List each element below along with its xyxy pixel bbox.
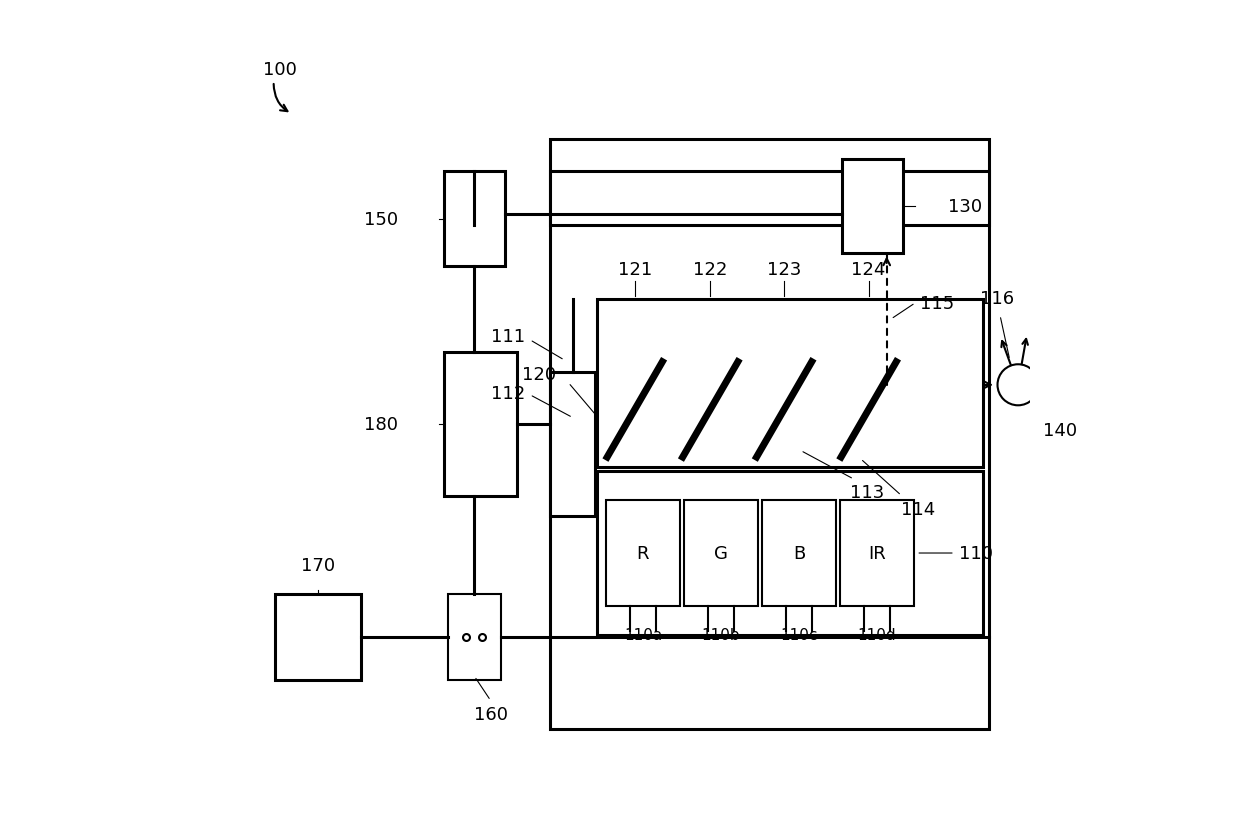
Text: 110c: 110c bbox=[780, 627, 817, 642]
Bar bbox=[444, 172, 505, 267]
Text: 130: 130 bbox=[949, 198, 982, 216]
Bar bbox=[596, 299, 983, 467]
Text: 114: 114 bbox=[901, 500, 936, 518]
Text: 113: 113 bbox=[849, 484, 884, 502]
Bar bbox=[444, 353, 517, 496]
Text: G: G bbox=[714, 544, 728, 562]
Text: 170: 170 bbox=[301, 556, 336, 574]
Text: 160: 160 bbox=[474, 705, 507, 723]
Text: 150: 150 bbox=[365, 210, 398, 229]
Circle shape bbox=[997, 365, 1039, 406]
Bar bbox=[551, 373, 595, 517]
Text: 123: 123 bbox=[768, 261, 801, 279]
Text: 110d: 110d bbox=[858, 627, 897, 642]
Text: R: R bbox=[636, 544, 650, 562]
Text: 116: 116 bbox=[981, 290, 1014, 307]
Text: B: B bbox=[792, 544, 805, 562]
Text: 100: 100 bbox=[263, 60, 296, 79]
Text: 140: 140 bbox=[1043, 421, 1076, 440]
Bar bbox=[448, 595, 501, 681]
Bar bbox=[606, 500, 680, 607]
Text: 110a: 110a bbox=[624, 627, 662, 642]
Text: 180: 180 bbox=[365, 416, 398, 433]
Text: 110: 110 bbox=[959, 544, 993, 562]
Bar bbox=[839, 500, 914, 607]
Text: 124: 124 bbox=[852, 261, 885, 279]
Bar bbox=[275, 595, 362, 681]
Bar bbox=[551, 139, 990, 729]
Bar bbox=[551, 172, 990, 225]
Text: 110b: 110b bbox=[702, 627, 740, 642]
Text: 112: 112 bbox=[491, 384, 526, 402]
Bar bbox=[596, 471, 983, 635]
Text: 111: 111 bbox=[491, 327, 526, 345]
Text: 122: 122 bbox=[693, 261, 728, 279]
Text: 120: 120 bbox=[522, 366, 556, 384]
Bar bbox=[684, 500, 758, 607]
Text: 121: 121 bbox=[618, 261, 652, 279]
Text: 115: 115 bbox=[920, 295, 954, 312]
Bar bbox=[761, 500, 836, 607]
Bar bbox=[842, 160, 903, 254]
Text: IR: IR bbox=[868, 544, 885, 562]
